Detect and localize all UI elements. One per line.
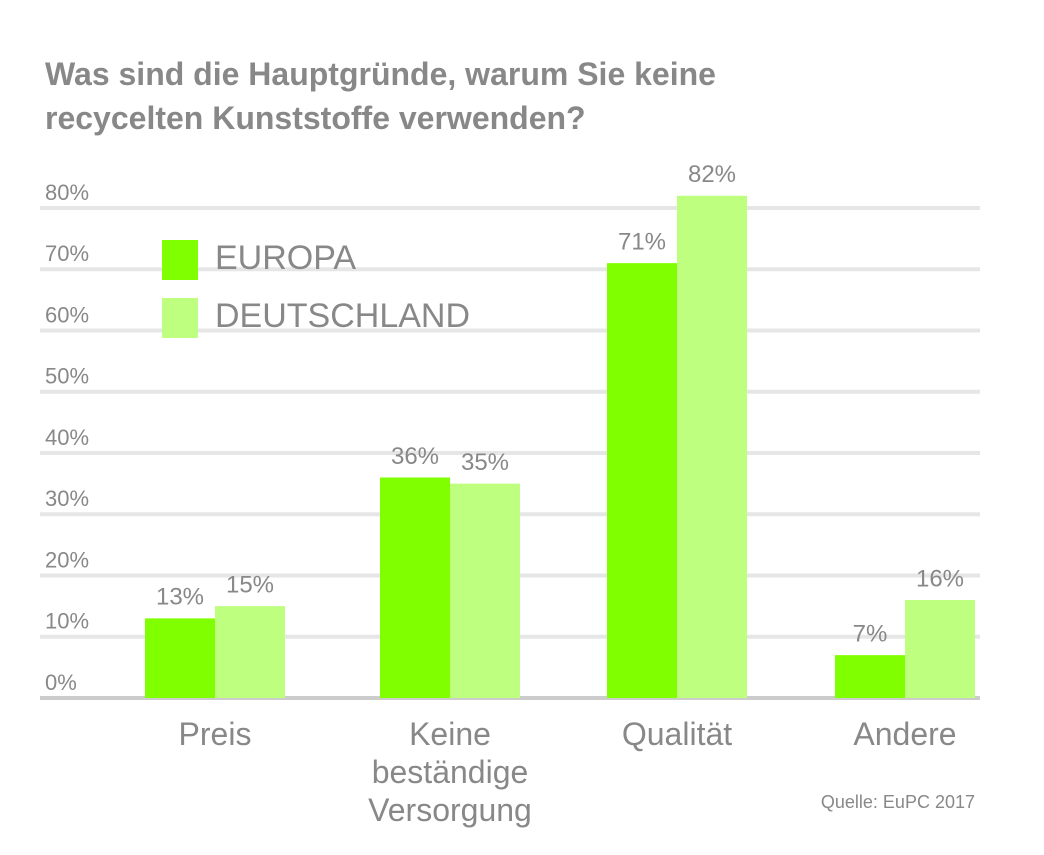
- y-tick-label: 0%: [45, 670, 77, 695]
- bar: [215, 606, 285, 698]
- bar: [380, 477, 450, 698]
- legend-label: EUROPA: [215, 239, 356, 277]
- y-tick-label: 70%: [45, 241, 89, 266]
- chart-title: Was sind die Hauptgründe, warum Sie kein…: [45, 56, 716, 136]
- y-tick-label: 40%: [45, 425, 89, 450]
- source: Quelle: EuPC 2017: [821, 792, 975, 812]
- bar: [145, 618, 215, 698]
- value-label: 7%: [853, 620, 888, 647]
- legend-label: DEUTSCHLAND: [215, 297, 470, 335]
- x-tick-label: Keine beständige Versorgung: [368, 716, 532, 828]
- y-tick-label: 50%: [45, 364, 89, 389]
- value-label: 15%: [226, 571, 274, 598]
- value-label: 36%: [391, 443, 439, 470]
- y-tick-label: 80%: [45, 180, 89, 205]
- value-label: 16%: [916, 565, 964, 592]
- bar: [905, 600, 975, 698]
- y-tick-label: 60%: [45, 302, 89, 327]
- bar: [607, 263, 677, 698]
- bar: [835, 655, 905, 698]
- y-tick-label: 10%: [45, 609, 89, 634]
- y-tick-label: 20%: [45, 547, 89, 572]
- x-tick-label: Preis: [178, 716, 252, 752]
- y-tick-label: 30%: [45, 486, 89, 511]
- x-tick-label: Andere: [853, 716, 957, 752]
- bar: [677, 195, 747, 698]
- value-label: 71%: [618, 228, 666, 255]
- value-label: 82%: [688, 161, 736, 188]
- x-tick-label: Qualität: [621, 716, 733, 752]
- value-label: 13%: [156, 584, 204, 611]
- value-label: 35%: [461, 449, 509, 476]
- legend-swatch: [162, 298, 198, 338]
- legend-swatch: [162, 240, 198, 280]
- bar: [450, 483, 520, 698]
